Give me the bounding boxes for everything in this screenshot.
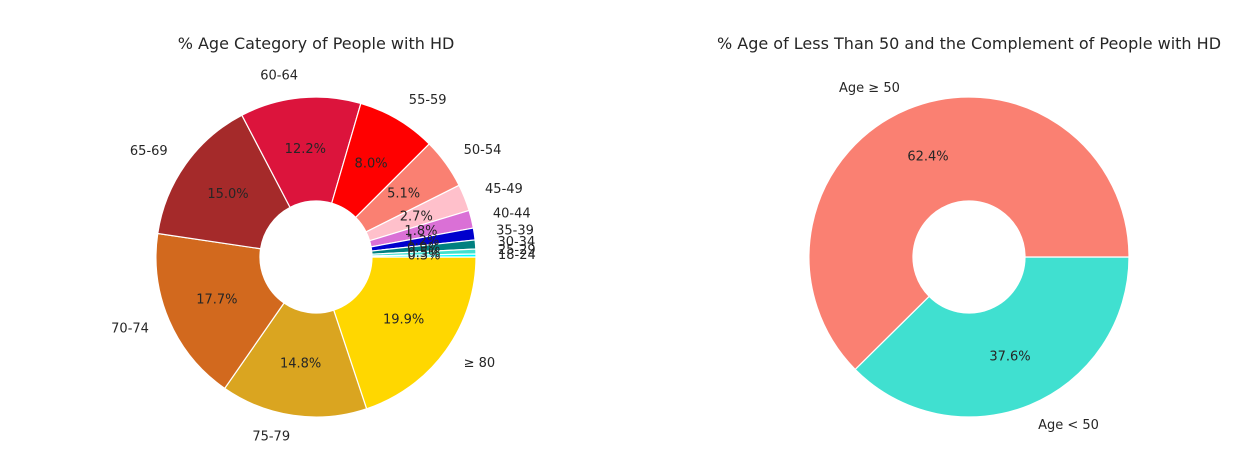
category-label-25-29: 25-29 <box>498 243 536 258</box>
category-label-30-34: 30-34 <box>497 235 535 250</box>
percent-label-45-49: 2.7% <box>400 209 433 224</box>
slice-ge-80 <box>332 256 477 410</box>
slices <box>155 96 477 418</box>
percent-label-ge-80: 19.9% <box>383 313 424 328</box>
percent-label-65-69: 15.0% <box>207 187 248 202</box>
category-label-45-49: 45-49 <box>485 182 523 197</box>
age-category-donut-chart: % Age Category of People with HD 19.9% 14… <box>111 34 536 445</box>
chart-title-age-category: % Age Category of People with HD <box>178 34 455 53</box>
category-label-55-59: 55-59 <box>409 93 447 108</box>
percent-label-50-54: 5.1% <box>387 186 420 201</box>
age-under-50-donut-chart: % Age of Less Than 50 and the Complement… <box>717 34 1221 433</box>
slice-age-ge-50 <box>808 96 1130 371</box>
category-labels: ≥ 80 75-79 70-74 65-69 60-64 55-59 50-54 45-49 4… <box>111 68 536 444</box>
percent-label-25-29: 0.5% <box>407 246 440 261</box>
slice-age-lt-50 <box>854 256 1130 418</box>
percent-labels: 37.6% 62.4% <box>907 150 1030 365</box>
percent-label-75-79: 14.8% <box>280 356 321 371</box>
slice-18-24 <box>371 253 477 258</box>
slice-60-64 <box>241 96 362 209</box>
percent-label-70-74: 17.7% <box>196 292 237 307</box>
percent-label-18-24: 0.3% <box>407 248 440 263</box>
slice-65-69 <box>157 114 291 250</box>
percent-label-55-59: 8.0% <box>355 157 388 172</box>
percent-label-35-39: 1.2% <box>406 234 439 249</box>
percent-label-age-lt-50: 37.6% <box>989 349 1030 364</box>
category-labels: Age < 50 Age ≥ 50 <box>839 81 1099 433</box>
slice-75-79 <box>223 302 368 418</box>
chart-title-age-under-50: % Age of Less Than 50 and the Complement… <box>717 34 1221 53</box>
slices <box>808 96 1130 418</box>
category-label-50-54: 50-54 <box>464 143 502 158</box>
category-label-35-39: 35-39 <box>496 223 534 238</box>
category-label-60-64: 60-64 <box>260 68 298 83</box>
percent-label-60-64: 12.2% <box>285 142 326 157</box>
category-label-age-lt-50: Age < 50 <box>1038 418 1099 433</box>
slice-70-74 <box>155 232 285 390</box>
category-label-18-24: 18-24 <box>498 248 536 263</box>
category-label-75-79: 75-79 <box>252 430 290 445</box>
percent-label-30-34: 0.9% <box>407 241 440 256</box>
category-label-65-69: 65-69 <box>130 144 168 159</box>
category-label-70-74: 70-74 <box>111 322 149 337</box>
percent-label-age-ge-50: 62.4% <box>907 150 948 165</box>
percent-label-40-44: 1.8% <box>404 224 437 239</box>
category-label-age-ge-50: Age ≥ 50 <box>839 81 900 96</box>
category-label-ge-80: ≥ 80 <box>464 356 496 371</box>
percent-labels: 19.9% 14.8% 17.7% 15.0% 12.2% 8.0% 5.1% 2.7%1.8… <box>196 142 440 371</box>
category-label-40-44: 40-44 <box>493 206 531 221</box>
